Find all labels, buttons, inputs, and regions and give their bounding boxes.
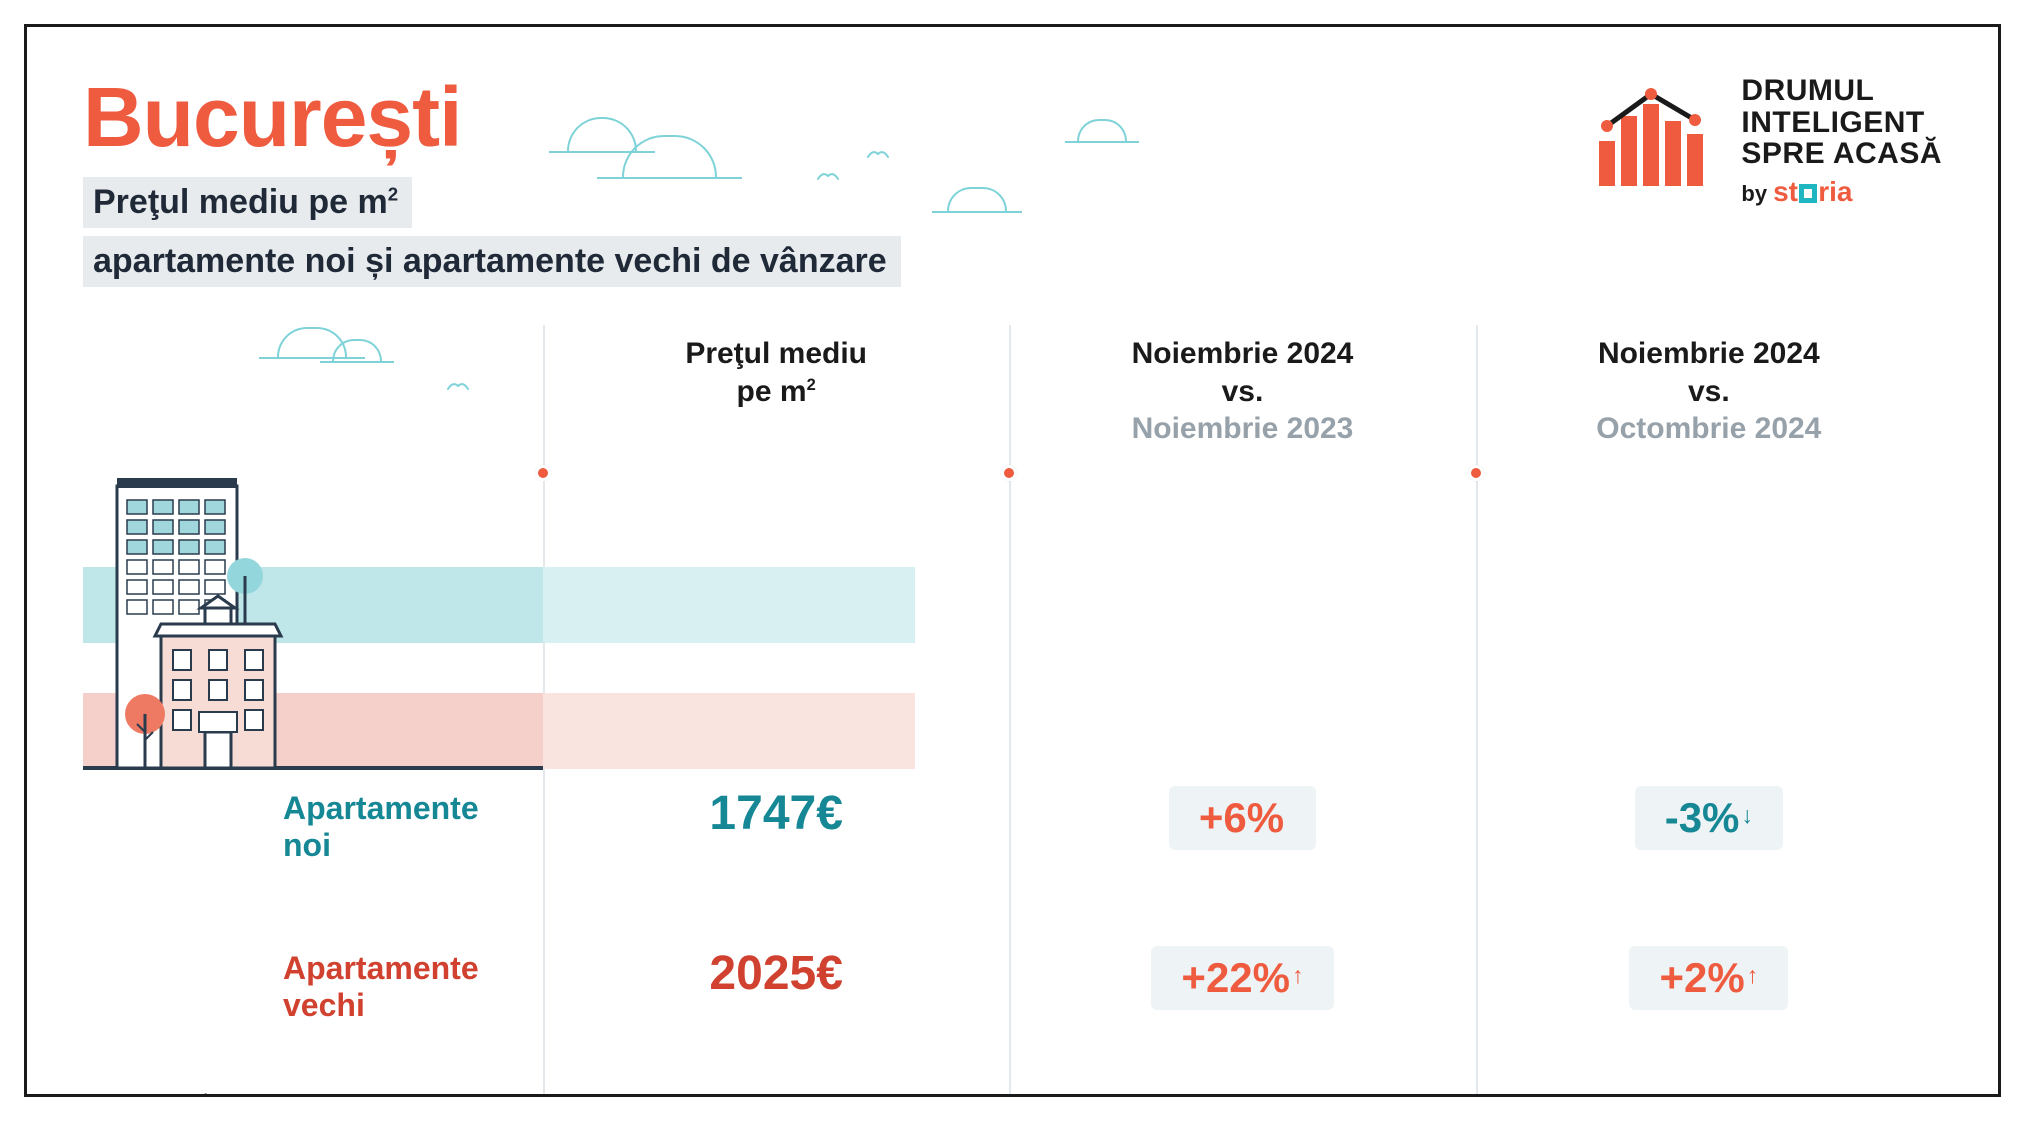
- header: București Preţul mediu pe m2 apartamente…: [83, 75, 1942, 287]
- cell-old-price: 2025€: [543, 932, 1009, 1042]
- divider-dot-icon: [535, 465, 551, 481]
- cell-old-mom: +2%↑: [1476, 932, 1942, 1042]
- source-label: Sursa: Storia: [83, 1090, 1942, 1098]
- row-label-old: Apartamente vechi: [83, 932, 543, 1042]
- buildings-illustration: [83, 476, 543, 772]
- cell-new-mom: -3%↓: [1476, 772, 1942, 882]
- col-head-yoy: Noiembrie 2024 vs. Noiembrie 2023: [1009, 325, 1475, 476]
- cell-old-yoy: +22%↑: [1009, 932, 1475, 1042]
- logo-byline: bystria: [1741, 176, 1942, 208]
- table-grid: Preţul mediu pe m2 Noiembrie 2024 vs. No…: [83, 325, 1942, 1042]
- logo-text: DRUMUL INTELIGENT SPRE ACASĂ bystria: [1741, 75, 1942, 208]
- row-label-new: Apartamente noi: [83, 772, 543, 882]
- col-head-price: Preţul mediu pe m2: [543, 325, 1009, 476]
- logo-chart-icon: [1591, 86, 1721, 196]
- subtitle-line1: Preţul mediu pe m2: [83, 177, 412, 228]
- logo-line2: INTELIGENT: [1741, 107, 1942, 139]
- infographic-frame: București Preţul mediu pe m2 apartamente…: [24, 24, 2001, 1097]
- col-head-mom: Noiembrie 2024 vs. Octombrie 2024: [1476, 325, 1942, 476]
- divider-dot-icon: [1001, 465, 1017, 481]
- title-block: București Preţul mediu pe m2 apartamente…: [83, 75, 1551, 287]
- cell-new-yoy: +6%: [1009, 772, 1475, 882]
- subtitle-line2: apartamente noi și apartamente vechi de …: [83, 236, 901, 287]
- divider-dot-icon: [1468, 465, 1484, 481]
- logo-line3: SPRE ACASĂ: [1741, 138, 1942, 170]
- brand-logo: DRUMUL INTELIGENT SPRE ACASĂ bystria: [1591, 75, 1942, 208]
- cell-new-price: 1747€: [543, 772, 1009, 882]
- city-title: București: [83, 75, 1551, 159]
- col-head-empty: [83, 325, 543, 476]
- logo-line1: DRUMUL: [1741, 75, 1942, 107]
- brand-square-icon: [1799, 184, 1817, 202]
- price-table: Preţul mediu pe m2 Noiembrie 2024 vs. No…: [83, 325, 1942, 1097]
